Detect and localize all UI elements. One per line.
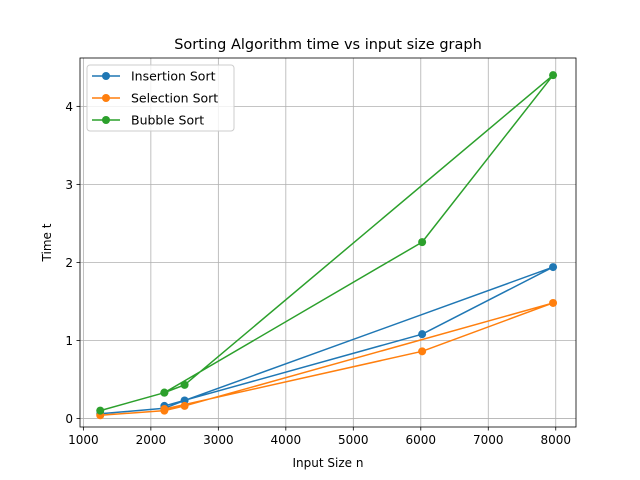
legend-box [86,64,235,132]
data-point-bubble-sort [418,238,427,247]
legend-item-selection-sort: Selection Sort [92,91,218,106]
legend: Insertion Sort Selection Sort Bubble Sort [86,64,235,132]
x-tick-label: 4000 [271,433,302,447]
data-point-bubble-sort [180,380,189,389]
y-tick-label: 0 [65,412,73,426]
plot-frame [79,57,577,428]
data-point-insertion-sort [418,330,427,339]
x-axis-label: Input Size n [293,456,364,470]
data-point-selection-sort [160,405,169,414]
x-tick-label: 3000 [203,433,234,447]
legend-marker [102,72,110,80]
legend-item-bubble-sort: Bubble Sort [92,113,204,128]
y-tick-label: 2 [65,256,73,270]
legend-label: Selection Sort [131,91,218,106]
series-line-bubble-sort [100,74,554,412]
series-line-insertion-sort [100,266,554,415]
data-point-bubble-sort [549,71,558,80]
data-point-selection-sort [180,401,189,410]
data-point-insertion-sort [549,263,558,272]
data-point-selection-sort [418,347,427,356]
x-tick-label: 6000 [406,433,437,447]
series-selection-sort [96,298,558,420]
x-tick-label: 8000 [540,433,571,447]
x-tick-label: 1000 [68,433,99,447]
legend-marker [102,94,110,102]
data-point-bubble-sort [160,388,169,397]
legend-label: Bubble Sort [131,113,204,128]
y-axis-label: Time t [40,223,54,262]
legend-item-insertion-sort: Insertion Sort [92,69,216,84]
series-bubble-sort [96,71,558,415]
legend-label: Insertion Sort [131,69,216,84]
x-tick-label: 7000 [473,433,504,447]
y-tick-label: 4 [65,100,73,114]
data-point-selection-sort [549,298,558,307]
data-point-bubble-sort [96,406,105,415]
chart-title: Sorting Algorithm time vs input size gra… [174,37,482,53]
x-tick-label: 5000 [338,433,369,447]
series-layer [96,71,558,420]
series-line-selection-sort [100,302,554,417]
y-tick-label: 1 [65,334,73,348]
legend-marker [102,116,110,124]
x-tick-label: 2000 [136,433,167,447]
y-tick-label: 3 [65,178,73,192]
axis-ticks: 1000 2000 3000 4000 5000 6000 7000 8000 0 1 2 3 4 [65,100,571,447]
